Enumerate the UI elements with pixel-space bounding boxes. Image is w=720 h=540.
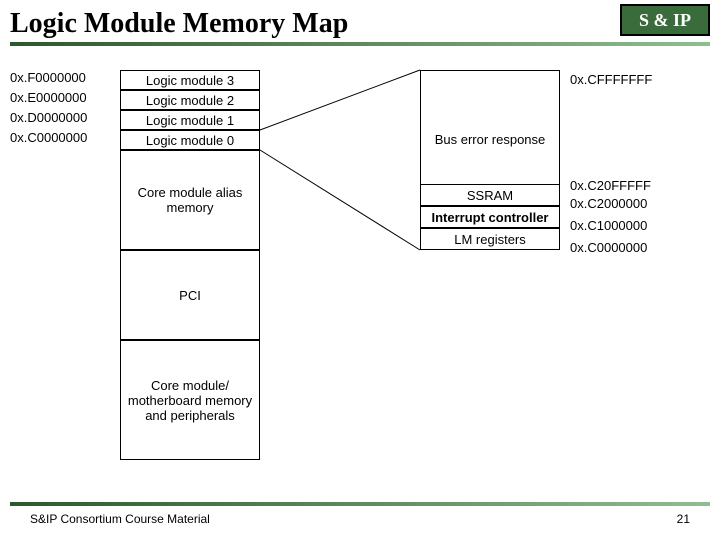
addr-label: 0x.C2000000 [570, 196, 647, 211]
left-memory-column: Logic module 3 Logic module 2 Logic modu… [120, 70, 260, 460]
detail-box-bus-error: Bus error response [420, 94, 560, 184]
addr-label: 0x.C20FFFFF [570, 178, 651, 193]
detail-box-interrupt: Interrupt controller [420, 206, 560, 228]
mem-box-lm2: Logic module 2 [120, 90, 260, 110]
addr-label: 0x.C0000000 [10, 130, 87, 145]
right-detail-column: Bus error response SSRAM Interrupt contr… [420, 70, 560, 250]
logo: S & IP [620, 4, 710, 36]
title-bar: Logic Module Memory Map [10, 8, 710, 40]
mem-box-core: Core module/ motherboard memory and peri… [120, 340, 260, 460]
connector-lines [10, 60, 710, 490]
addr-label: 0x.E0000000 [10, 90, 87, 105]
mem-box-lm3: Logic module 3 [120, 70, 260, 90]
addr-label: 0x.C0000000 [570, 240, 647, 255]
addr-label: 0x.CFFFFFFF [570, 72, 652, 87]
page-number: 21 [677, 512, 690, 526]
addr-label: 0x.C1000000 [570, 218, 647, 233]
mem-box-lm0: Logic module 0 [120, 130, 260, 150]
bottom-divider [10, 502, 710, 506]
mem-box-alias: Core module alias memory [120, 150, 260, 250]
page-title: Logic Module Memory Map [10, 8, 710, 40]
addr-label: 0x.D0000000 [10, 110, 87, 125]
top-divider [10, 42, 710, 46]
mem-box-lm1: Logic module 1 [120, 110, 260, 130]
detail-box-top [420, 70, 560, 94]
memory-map-diagram: 0x.F0000000 0x.E0000000 0x.D0000000 0x.C… [10, 60, 710, 490]
detail-box-lm-reg: LM registers [420, 228, 560, 250]
detail-box-ssram: SSRAM [420, 184, 560, 206]
mem-box-pci: PCI [120, 250, 260, 340]
addr-label: 0x.F0000000 [10, 70, 86, 85]
footer: S&IP Consortium Course Material 21 [30, 512, 690, 526]
footer-text: S&IP Consortium Course Material [30, 512, 210, 526]
